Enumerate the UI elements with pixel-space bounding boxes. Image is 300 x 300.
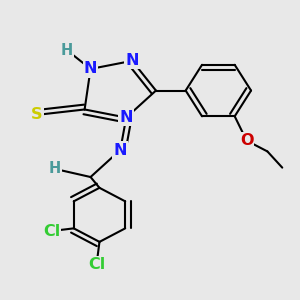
Text: N: N <box>119 110 133 125</box>
Text: Cl: Cl <box>43 224 60 238</box>
Text: H: H <box>61 43 73 58</box>
Text: O: O <box>240 133 253 148</box>
Text: H: H <box>49 161 61 176</box>
Text: S: S <box>31 107 43 122</box>
Text: N: N <box>125 53 139 68</box>
Text: N: N <box>84 61 97 76</box>
Text: N: N <box>113 142 127 158</box>
Text: Cl: Cl <box>88 257 105 272</box>
